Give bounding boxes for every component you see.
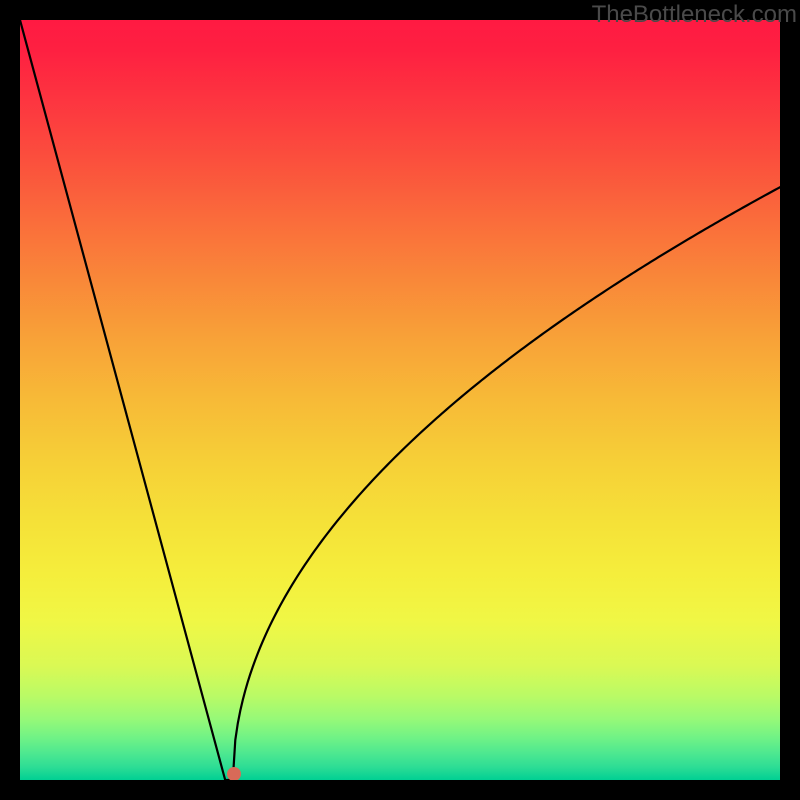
watermark-text: TheBottleneck.com [592,1,797,29]
canvas-root: TheBottleneck.com [0,0,800,800]
curve-layer [20,20,780,780]
plot-area [20,20,780,780]
optimal-point-marker [227,767,241,780]
bottleneck-curve [20,20,780,780]
